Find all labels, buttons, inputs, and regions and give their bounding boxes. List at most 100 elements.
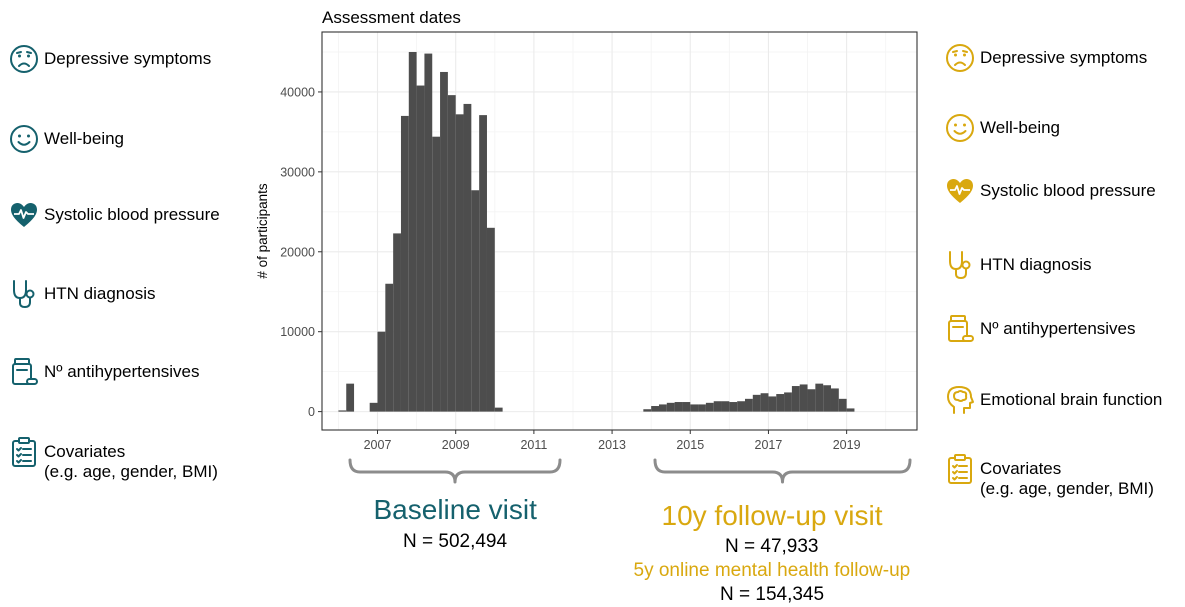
- histogram-bar: [721, 401, 730, 412]
- sad-face-icon: [944, 42, 976, 74]
- left-legend-label-text: Nº antihypertensives: [44, 362, 200, 381]
- histogram-bar: [651, 406, 659, 412]
- right-legend-item-0: Depressive symptoms: [944, 42, 1147, 74]
- followup-brace: [653, 458, 912, 484]
- histogram-bar: [424, 53, 433, 412]
- histogram-bar: [416, 85, 425, 412]
- left-legend-label-text: Depressive symptoms: [44, 49, 212, 68]
- x-tick-label: 2013: [598, 438, 626, 452]
- histogram-bar: [447, 95, 456, 412]
- y-tick-label: 40000: [280, 85, 315, 99]
- histogram-bar: [674, 402, 683, 412]
- histogram-bar: [760, 393, 769, 412]
- left-legend-item-2: Systolic blood pressure: [8, 199, 220, 231]
- y-tick-label: 10000: [280, 325, 315, 339]
- left-legend-item-5: Covariates (e.g. age, gender, BMI): [8, 436, 218, 482]
- sad-face-icon: [8, 43, 40, 75]
- histogram-bar: [815, 383, 824, 412]
- histogram-bar: [369, 402, 378, 412]
- smile-face-icon: [944, 112, 976, 144]
- right-legend-label: Depressive symptoms: [980, 42, 1147, 68]
- left-legend-label: Systolic blood pressure: [44, 199, 220, 225]
- x-tick-label: 2015: [676, 438, 704, 452]
- clipboard-icon: [8, 436, 40, 468]
- histogram-bar: [385, 283, 394, 412]
- heart-pulse-icon: [944, 175, 976, 207]
- right-legend-label-sub: (e.g. age, gender, BMI): [980, 479, 1154, 498]
- histogram-bar: [799, 384, 808, 412]
- right-legend-item-5: Emotional brain function: [944, 384, 1162, 416]
- right-legend-label-text: Nº antihypertensives: [980, 319, 1136, 338]
- right-legend-label: Covariates (e.g. age, gender, BMI): [980, 453, 1154, 499]
- y-tick-label: 30000: [280, 165, 315, 179]
- x-tick-label: 2019: [833, 438, 861, 452]
- histogram-bar: [393, 233, 401, 412]
- right-legend-item-1: Well-being: [944, 112, 1060, 144]
- histogram-bar: [346, 383, 355, 412]
- right-legend-item-3: HTN diagnosis: [944, 249, 1092, 281]
- x-tick-label: 2011: [520, 438, 547, 452]
- histogram-bar: [658, 404, 667, 412]
- histogram-bar: [377, 331, 386, 412]
- clipboard-icon: [944, 453, 976, 485]
- right-legend-label: Well-being: [980, 112, 1060, 138]
- baseline-visit-n: N = 502,494: [403, 531, 508, 552]
- right-legend-label-text: Depressive symptoms: [980, 48, 1148, 67]
- baseline-brace: [348, 458, 562, 484]
- right-legend-label-text: Emotional brain function: [980, 390, 1163, 409]
- histogram-bar: [705, 402, 714, 412]
- pill-bottle-icon: [944, 313, 976, 345]
- histogram-bar: [338, 410, 347, 412]
- left-legend-label-text: HTN diagnosis: [44, 284, 156, 303]
- chart-title: Assessment dates: [322, 8, 461, 27]
- left-legend-label: Depressive symptoms: [44, 43, 211, 69]
- right-legend-label-text: HTN diagnosis: [980, 255, 1092, 274]
- histogram-bar: [729, 402, 738, 412]
- stethoscope-icon: [944, 249, 976, 281]
- right-legend-label: Emotional brain function: [980, 384, 1162, 410]
- stethoscope-icon: [8, 278, 40, 310]
- histogram-bar: [737, 401, 745, 412]
- histogram-bar: [752, 394, 761, 412]
- left-legend-label: Nº antihypertensives: [44, 356, 200, 382]
- histogram-bar: [408, 51, 417, 412]
- histogram-bar: [807, 389, 816, 412]
- online-followup-title: 5y online mental health follow-up: [633, 560, 911, 581]
- left-legend-item-1: Well-being: [8, 123, 124, 155]
- left-legend-label-text: Covariates: [44, 442, 126, 461]
- right-legend-item-6: Covariates (e.g. age, gender, BMI): [944, 453, 1154, 499]
- smile-face-icon: [8, 123, 40, 155]
- histogram-bar: [791, 386, 800, 412]
- right-legend-item-2: Systolic blood pressure: [944, 175, 1156, 207]
- left-legend-label: HTN diagnosis: [44, 278, 156, 304]
- pill-bottle-icon: [8, 356, 40, 388]
- right-legend-label-text: Well-being: [980, 118, 1061, 137]
- histogram-bar: [838, 398, 847, 412]
- online-followup-n: N = 154,345: [720, 584, 825, 605]
- histogram-bar: [486, 227, 495, 412]
- histogram-bar: [776, 394, 785, 412]
- left-legend-label: Covariates (e.g. age, gender, BMI): [44, 436, 218, 482]
- histogram-bar: [698, 404, 706, 412]
- histogram-bar: [666, 402, 675, 412]
- histogram-bar: [471, 190, 480, 412]
- histogram-bar: [463, 103, 472, 412]
- right-legend-label: Nº antihypertensives: [980, 313, 1136, 339]
- histogram-bar: [643, 409, 652, 412]
- x-tick-label: 2009: [442, 438, 470, 452]
- histogram-bar: [690, 404, 699, 412]
- histogram-bar: [432, 136, 441, 412]
- histogram-bar: [455, 114, 464, 412]
- y-axis-label: # of participants: [255, 183, 270, 279]
- x-tick-label: 2007: [364, 438, 392, 452]
- left-legend-label-text: Well-being: [44, 129, 125, 148]
- baseline-visit-title: Baseline visit: [373, 494, 537, 525]
- histogram-bar: [440, 71, 448, 412]
- histogram-bar: [830, 388, 839, 412]
- histogram-bar: [823, 385, 831, 412]
- left-legend-label: Well-being: [44, 123, 124, 149]
- left-legend-item-0: Depressive symptoms: [8, 43, 211, 75]
- plot-border: [321, 31, 918, 431]
- brain-icon: [944, 384, 976, 416]
